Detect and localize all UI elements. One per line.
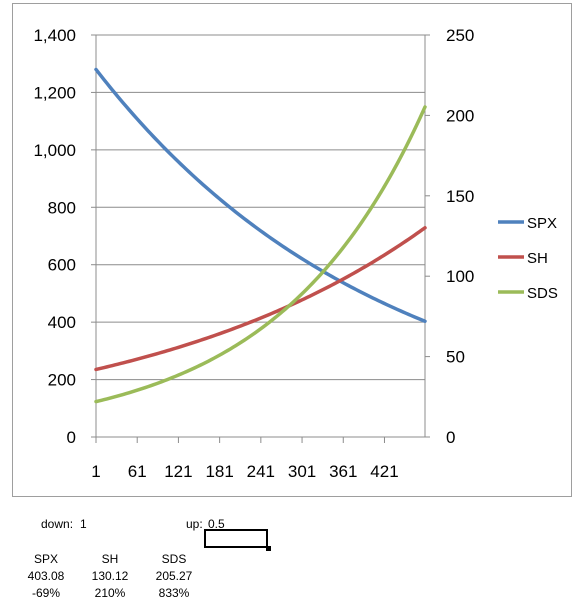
legend-label-sds: SDS bbox=[527, 285, 558, 302]
stat-sh-change: 210% bbox=[94, 586, 126, 600]
series-line-sh bbox=[94, 226, 427, 372]
x-tick-label: 61 bbox=[128, 462, 147, 481]
series-line-spx bbox=[94, 67, 427, 324]
y-right-tick-label: 200 bbox=[446, 106, 474, 125]
y-right-tick-label: 250 bbox=[446, 26, 474, 45]
y-right-tick-label: 100 bbox=[446, 267, 474, 286]
line-chart: 0 200 400 600 800 1,000 1,200 1,400 0 50 100 150 200… bbox=[33, 26, 558, 481]
x-tick-label: 1 bbox=[91, 462, 100, 481]
stat-sh-value: 130.12 bbox=[91, 569, 129, 583]
x-tick-label: 421 bbox=[370, 462, 398, 481]
stat-sds-name: SDS bbox=[161, 552, 187, 566]
stat-sds-change: 833% bbox=[158, 586, 190, 600]
x-tick-label: 241 bbox=[247, 462, 275, 481]
fill-handle[interactable] bbox=[266, 546, 271, 551]
y-left-tick-label: 0 bbox=[67, 428, 76, 447]
y-left-tick-label: 1,400 bbox=[33, 26, 76, 45]
x-tick-label: 181 bbox=[205, 462, 233, 481]
y-right-tick-label: 0 bbox=[446, 428, 455, 447]
series-line-sds bbox=[94, 105, 427, 404]
x-tick-label: 361 bbox=[329, 462, 357, 481]
stat-spx-change: -69% bbox=[31, 586, 60, 600]
stat-spx-name: SPX bbox=[33, 552, 58, 566]
up-value: 0.5 bbox=[208, 517, 225, 531]
x-tick-label: 121 bbox=[164, 462, 192, 481]
selected-cell[interactable] bbox=[204, 529, 268, 548]
y-right-tick-label: 150 bbox=[446, 187, 474, 206]
stat-spx-value: 403.08 bbox=[27, 569, 65, 583]
y-left-tick-label: 1,000 bbox=[33, 141, 76, 160]
y-left-tick-label: 200 bbox=[48, 371, 76, 390]
legend-label-spx: SPX bbox=[527, 215, 557, 232]
x-tick-label: 301 bbox=[288, 462, 316, 481]
y-left-tick-label: 400 bbox=[48, 313, 76, 332]
stat-sh-name: SH bbox=[101, 552, 119, 566]
y-right-tick-label: 50 bbox=[446, 348, 465, 367]
legend-label-sh: SH bbox=[527, 250, 548, 267]
down-value: 1 bbox=[80, 517, 87, 531]
down-label: down: bbox=[41, 517, 74, 531]
up-label: up: bbox=[186, 517, 203, 531]
stat-sds-value: 205.27 bbox=[155, 569, 193, 583]
y-left-tick-label: 1,200 bbox=[33, 83, 76, 102]
y-left-tick-label: 800 bbox=[48, 198, 76, 217]
chart-frame bbox=[12, 3, 572, 497]
y-left-tick-label: 600 bbox=[48, 256, 76, 275]
